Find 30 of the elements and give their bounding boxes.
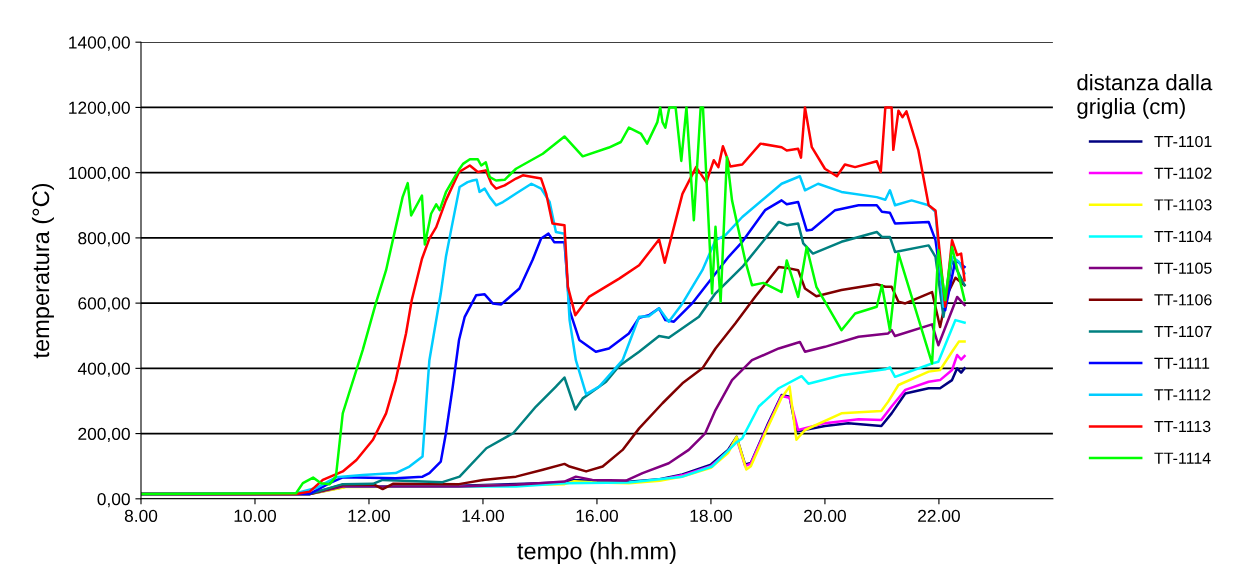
legend-label: TT-1103	[1154, 199, 1212, 211]
y-tick-label: 1000,00	[69, 166, 130, 182]
y-tick-label: 1400,00	[69, 36, 130, 51]
legend-label: TT-1111	[1154, 357, 1210, 369]
legend-label: TT-1104	[1154, 230, 1212, 243]
y-tick-label: 0,00	[97, 492, 130, 508]
y-tick-label: 400,00	[77, 362, 130, 377]
x-tick-label: 22.00	[918, 509, 960, 522]
y-tick-label: 800,00	[78, 232, 130, 247]
legend-label: TT-1106	[1154, 294, 1212, 306]
y-tick-label: 600,00	[78, 297, 130, 312]
x-tick-label: 20.00	[804, 509, 846, 522]
y-axis-title: temperatura (°C)	[31, 183, 54, 359]
x-tick-label: 18.00	[690, 509, 732, 522]
legend-label: TT-1114	[1154, 452, 1211, 464]
x-tick-label: 16.00	[576, 509, 618, 522]
legend-title: distanza dalla griglia (cm)	[1077, 74, 1213, 119]
legend-label: TT-1102	[1154, 167, 1212, 179]
x-tick-label: 12.00	[348, 509, 391, 522]
legend-label: TT-1112	[1154, 389, 1211, 401]
legend-label: TT-1101	[1154, 135, 1212, 148]
legend-label: TT-1107	[1154, 325, 1212, 338]
y-tick-label: 1200,00	[69, 101, 130, 116]
x-axis-title: tempo (hh.mm)	[517, 542, 676, 565]
x-tick-label: 10.00	[234, 509, 277, 522]
legend-label: TT-1105	[1154, 262, 1212, 274]
legend-label: TT-1113	[1154, 420, 1211, 433]
x-tick-label: 14.00	[462, 509, 505, 522]
y-tick-label: 200,00	[78, 427, 130, 443]
x-tick-label: 8.00	[124, 509, 158, 522]
